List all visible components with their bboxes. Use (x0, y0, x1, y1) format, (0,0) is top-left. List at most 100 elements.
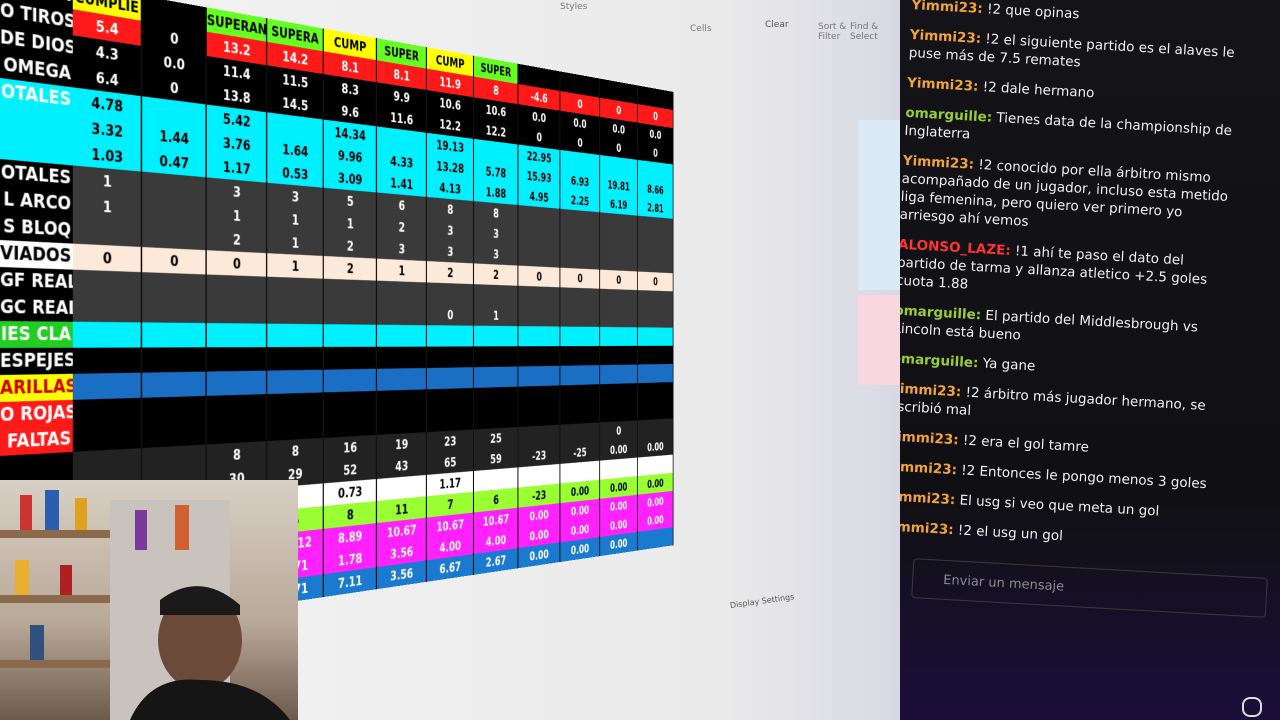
cell (72, 217, 143, 248)
chat-message: Yimmi23: !2 el siguiente partido es el a… (908, 26, 1239, 80)
emote-button[interactable] (1242, 697, 1262, 717)
cell (206, 347, 268, 372)
webcam (0, 480, 298, 720)
panel-block (858, 120, 900, 290)
cell (267, 346, 324, 371)
figure (20, 495, 32, 530)
cell (323, 346, 378, 370)
cell (637, 527, 674, 551)
chat-text: !2 que opinas (986, 1, 1080, 23)
cell (474, 386, 519, 409)
row-label: VIADOS (0, 240, 73, 270)
side-panel (840, 110, 900, 530)
cell (426, 387, 475, 411)
chat-username[interactable]: Yimmi23: (906, 74, 979, 95)
cell (267, 300, 324, 325)
cell (637, 327, 674, 346)
cell: 0 (560, 267, 601, 289)
ribbon-button[interactable]: Find & Select (850, 22, 879, 42)
chat-message: Yimmi23: !2 árbitro más jugador hermano,… (900, 379, 1220, 433)
cell (426, 282, 475, 305)
cell: 2 (377, 214, 427, 240)
row-label: GF REAL (0, 267, 73, 296)
person-hair (160, 586, 240, 615)
cell (377, 346, 427, 369)
cell: 0 (206, 250, 268, 277)
cell (518, 365, 561, 387)
cell: 0 (600, 269, 638, 291)
cell (600, 345, 638, 366)
chat-username[interactable]: Yimmi23: (909, 26, 982, 47)
chat-message: omarguille: Tienes data de la championsh… (904, 104, 1235, 158)
cell (426, 325, 475, 347)
cell: 3 (474, 242, 519, 266)
chat-message: Yimmi23: !2 era el gol tamre (900, 427, 1217, 463)
cell (323, 412, 378, 438)
cell (600, 288, 638, 309)
chat-username[interactable]: Yimmi23: (900, 488, 956, 509)
cell (518, 326, 561, 347)
chat-username[interactable]: Yimmi23: (902, 152, 975, 173)
cell (206, 298, 268, 324)
figure (135, 510, 147, 550)
cell (600, 250, 638, 272)
cell (72, 347, 143, 374)
cell (474, 346, 519, 368)
ribbon-label: Styles (560, 2, 588, 12)
cell: 0 (637, 271, 674, 292)
person-shirt (130, 679, 290, 720)
chat-message: Yimmi23: !2 Entonces le pongo menos 3 go… (900, 457, 1216, 493)
cell (267, 415, 324, 442)
ribbon: Styles Cells Clear Sort & Filter Find & … (380, 0, 900, 60)
cell (377, 302, 427, 326)
cell (206, 370, 268, 396)
webcam-scene (0, 490, 290, 720)
cell (518, 245, 561, 268)
cell (72, 295, 143, 323)
chat-text: !2 Entonces le pongo menos 3 goles (960, 462, 1208, 493)
cell (560, 365, 601, 386)
ribbon-button[interactable]: Clear (765, 20, 789, 30)
cell (206, 274, 268, 301)
figure (175, 505, 189, 550)
chat-username[interactable]: Yimmi23: (900, 380, 962, 401)
cell: 2 (426, 261, 475, 285)
chat-panel: Yimmi23: !2 que opinas Yimmi23: !2 el sig… (900, 0, 1280, 720)
cell: 2 (323, 233, 378, 259)
cell (518, 225, 561, 249)
figure (45, 490, 59, 530)
cell (474, 366, 519, 388)
cell (142, 420, 207, 449)
chat-username[interactable]: Yimmi23: (900, 428, 960, 449)
chat-message: Yimmi23: El usg si veo que meta un gol (900, 487, 1214, 523)
cell (560, 384, 601, 406)
cell: 0 (426, 303, 475, 326)
cell (206, 394, 268, 421)
cell: 1 (377, 258, 427, 283)
shelf (0, 530, 110, 538)
cell (323, 301, 378, 325)
chat-text: El usg si veo que meta un gol (959, 492, 1160, 520)
cell (637, 345, 674, 365)
cell (600, 383, 638, 404)
chat-text: !2 era el gol tamre (962, 432, 1090, 456)
ribbon-button[interactable]: Sort & Filter (818, 22, 847, 42)
chat-username[interactable]: omarguille: (900, 302, 982, 324)
chat-message: omarguille: Ya gane (900, 349, 1222, 385)
cell (142, 221, 207, 251)
chat-text: !2 el usg un gol (957, 522, 1064, 545)
cell (637, 400, 674, 421)
chat-username[interactable]: Yimmi23: (911, 0, 984, 17)
chat-username[interactable]: omarguille: (900, 350, 979, 372)
chat-input[interactable]: Enviar un mensaje (911, 558, 1268, 618)
chat-username[interactable]: Yimmi23: (900, 458, 958, 479)
cell (323, 368, 378, 393)
cell: 0.00 (600, 531, 638, 557)
chat-username[interactable]: omarguille: (905, 104, 993, 126)
cell (323, 390, 378, 416)
cell (426, 408, 475, 433)
cell (474, 284, 519, 306)
chat-username[interactable]: Yimmi23: (900, 518, 955, 539)
